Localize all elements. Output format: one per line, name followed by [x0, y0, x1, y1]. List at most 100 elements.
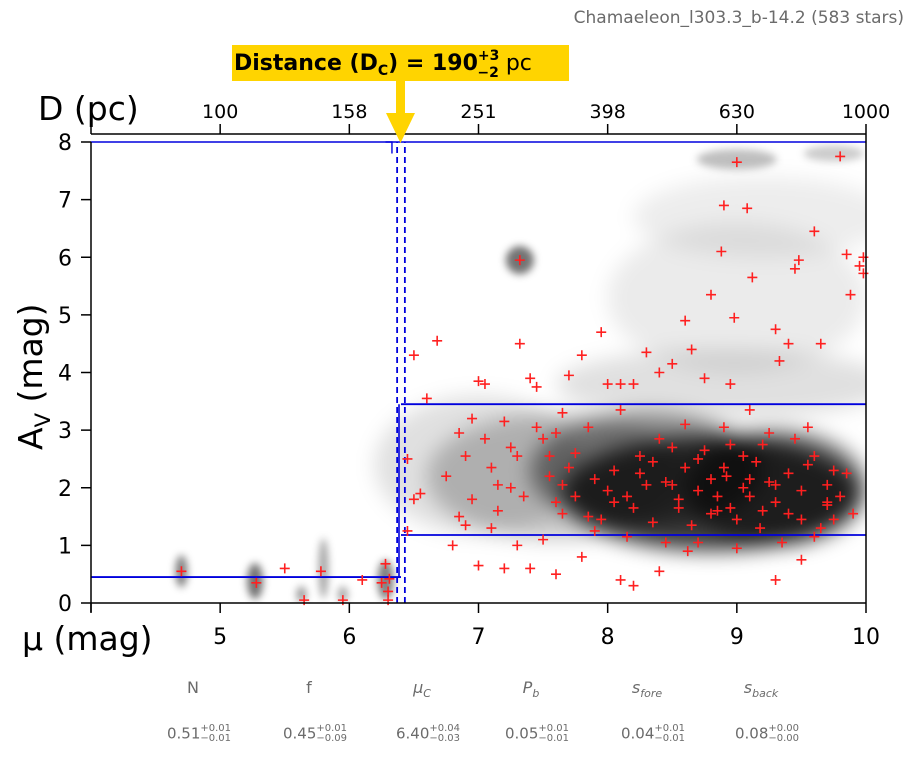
star-marker: [660, 537, 671, 548]
param-name: sfore: [631, 678, 663, 701]
star-marker: [747, 272, 758, 283]
star-marker: [628, 379, 639, 390]
star-marker: [499, 416, 510, 427]
distance-posterior-histogram: [385, 141, 393, 154]
star-marker: [514, 255, 525, 266]
star-marker: [796, 514, 807, 525]
star-marker: [596, 327, 607, 338]
star-marker: [835, 151, 846, 162]
star-marker: [673, 502, 684, 513]
star-marker: [551, 497, 561, 508]
density-blob: [633, 176, 866, 258]
star-marker: [667, 479, 678, 490]
y-tick-label: 8: [58, 131, 72, 156]
param-name: f: [306, 678, 312, 697]
star-marker: [682, 546, 693, 557]
star-marker: [770, 497, 781, 508]
star-marker: [686, 344, 697, 355]
star-marker: [602, 379, 613, 390]
star-marker: [531, 422, 542, 433]
star-marker: [667, 358, 678, 369]
star-marker: [402, 453, 413, 464]
star-marker: [660, 476, 671, 487]
star-marker: [744, 404, 755, 415]
star-marker: [609, 465, 620, 476]
star-marker: [421, 393, 432, 404]
param-value: 0.05 +0.01 −0.01: [504, 723, 570, 744]
density-spot: [803, 145, 864, 162]
star-marker: [731, 514, 742, 525]
density-spot: [377, 559, 394, 600]
star-marker: [770, 479, 781, 490]
star-marker: [576, 551, 587, 562]
x-tick-label: 5: [213, 625, 227, 650]
star-marker: [460, 451, 471, 462]
star-marker: [176, 566, 187, 577]
star-marker: [384, 573, 395, 584]
star-marker: [841, 468, 852, 479]
star-marker: [615, 379, 626, 390]
star-marker: [479, 433, 490, 444]
star-marker: [673, 494, 684, 505]
star-marker: [680, 315, 691, 326]
star-marker: [557, 479, 568, 490]
star-marker: [447, 540, 458, 551]
x-tick-label: 8: [601, 625, 615, 650]
model-lines: [91, 141, 866, 603]
distance-arrow-shaft: [396, 81, 405, 117]
star-marker: [408, 350, 419, 361]
star-marker: [622, 491, 633, 502]
star-marker: [609, 497, 620, 508]
star-marker: [841, 249, 852, 260]
star-marker: [828, 465, 839, 476]
star-marker: [783, 338, 794, 349]
star-marker: [473, 376, 484, 387]
star-marker: [828, 514, 839, 525]
star-marker: [383, 586, 394, 597]
distance-text: Distance (DC) = 190+3 −2 pc: [234, 48, 532, 81]
star-marker: [251, 577, 262, 588]
param-name: Pb: [522, 678, 540, 701]
star-marker: [699, 373, 710, 384]
star-marker: [815, 338, 826, 349]
star-marker: [789, 263, 800, 274]
star-marker: [731, 157, 742, 168]
star-marker: [742, 203, 753, 214]
star-marker: [467, 494, 478, 505]
y-tick-label: 4: [58, 362, 72, 387]
star-marker: [380, 558, 391, 569]
star-marker: [783, 508, 794, 519]
star-marker: [764, 428, 775, 439]
star-marker: [557, 407, 568, 418]
star-marker: [731, 543, 742, 554]
star-marker: [505, 482, 516, 493]
star-marker: [615, 404, 626, 415]
star-marker: [854, 260, 865, 271]
star-marker: [467, 413, 478, 424]
density-map: [175, 145, 866, 603]
star-marker: [525, 373, 536, 384]
star-marker: [583, 422, 594, 433]
star-marker: [551, 428, 561, 439]
distance-banner: [232, 45, 569, 81]
star-marker: [809, 451, 820, 462]
star-marker: [680, 419, 691, 430]
star-marker: [718, 422, 729, 433]
star-marker: [802, 422, 813, 433]
star-marker: [538, 433, 549, 444]
top-tick-label: 1000: [842, 101, 890, 123]
x-tick-label: 9: [730, 625, 744, 650]
star-marker: [848, 508, 859, 519]
star-marker: [680, 462, 691, 473]
y-tick-label: 2: [58, 477, 72, 502]
star-marker: [699, 445, 710, 456]
y-axis-label: AV (mag): [11, 303, 55, 450]
star-marker: [525, 563, 536, 574]
density-blob: [375, 395, 582, 534]
star-marker: [712, 491, 723, 502]
density-blobs: [375, 176, 866, 552]
star-marker: [712, 505, 723, 516]
star-marker: [721, 471, 732, 482]
star-marker: [544, 451, 555, 462]
